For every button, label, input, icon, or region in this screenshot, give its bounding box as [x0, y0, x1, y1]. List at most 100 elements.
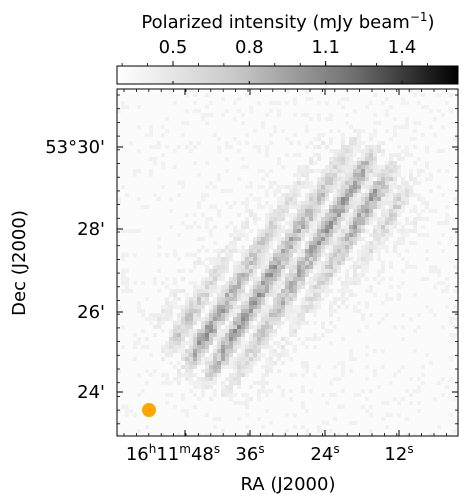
- map-pixel: [297, 245, 301, 249]
- map-pixel: [241, 301, 245, 305]
- map-pixel: [381, 209, 385, 213]
- map-pixel: [125, 405, 129, 409]
- map-pixel: [409, 401, 413, 405]
- map-pixel: [317, 281, 321, 285]
- map-pixel: [353, 277, 357, 281]
- map-pixel: [405, 121, 409, 125]
- map-pixel: [333, 201, 337, 205]
- map-pixel: [209, 333, 213, 337]
- map-pixel: [401, 201, 405, 205]
- map-pixel: [381, 205, 385, 209]
- map-pixel: [289, 389, 293, 393]
- map-pixel: [229, 345, 233, 349]
- map-pixel: [253, 381, 257, 385]
- map-pixel: [289, 257, 293, 261]
- map-pixel: [205, 161, 209, 165]
- map-pixel: [437, 241, 441, 245]
- map-pixel: [397, 125, 401, 129]
- map-pixel: [349, 421, 353, 425]
- map-pixel: [265, 217, 269, 221]
- map-pixel: [213, 377, 217, 381]
- map-pixel: [349, 153, 353, 157]
- map-pixel: [249, 277, 253, 281]
- map-pixel: [261, 305, 265, 309]
- map-pixel: [441, 125, 445, 129]
- map-pixel: [321, 189, 325, 193]
- map-pixel: [233, 269, 237, 273]
- map-pixel: [261, 329, 265, 333]
- map-pixel: [413, 349, 417, 353]
- map-pixel: [353, 261, 357, 265]
- map-pixel: [121, 269, 125, 273]
- map-pixel: [269, 133, 273, 137]
- map-pixel: [421, 225, 425, 229]
- map-pixel: [237, 213, 241, 217]
- map-pixel: [373, 349, 377, 353]
- map-pixel: [173, 293, 177, 297]
- map-pixel: [345, 145, 349, 149]
- map-pixel: [289, 249, 293, 253]
- map-pixel: [241, 317, 245, 321]
- map-pixel: [389, 153, 393, 157]
- map-pixel: [213, 417, 217, 421]
- map-pixel: [413, 161, 417, 165]
- map-pixel: [241, 373, 245, 377]
- map-pixel: [257, 185, 261, 189]
- map-pixel: [369, 189, 373, 193]
- map-pixel: [361, 221, 365, 225]
- map-pixel: [229, 309, 233, 313]
- map-pixel: [329, 289, 333, 293]
- map-pixel: [237, 401, 241, 405]
- map-pixel: [345, 277, 349, 281]
- map-pixel: [381, 197, 385, 201]
- map-pixel: [417, 233, 421, 237]
- map-pixel: [349, 369, 353, 373]
- map-pixel: [265, 325, 269, 329]
- map-pixel: [321, 277, 325, 281]
- map-pixel: [293, 233, 297, 237]
- map-pixel: [309, 221, 313, 225]
- map-pixel: [205, 113, 209, 117]
- map-pixel: [253, 341, 257, 345]
- map-pixel: [385, 401, 389, 405]
- map-pixel: [173, 329, 177, 333]
- map-pixel: [201, 337, 205, 341]
- map-pixel: [225, 329, 229, 333]
- map-pixel: [177, 321, 181, 325]
- map-pixel: [213, 325, 217, 329]
- map-pixel: [185, 293, 189, 297]
- map-pixel: [233, 393, 237, 397]
- map-pixel: [413, 225, 417, 229]
- map-pixel: [353, 221, 357, 225]
- map-pixel: [333, 173, 337, 177]
- map-pixel: [193, 405, 197, 409]
- map-pixel: [373, 185, 377, 189]
- map-pixel: [361, 181, 365, 185]
- map-pixel: [269, 305, 273, 309]
- map-pixel: [377, 217, 381, 221]
- map-pixel: [297, 173, 301, 177]
- map-pixel: [369, 217, 373, 221]
- map-pixel: [213, 353, 217, 357]
- map-pixel: [233, 401, 237, 405]
- map-pixel: [217, 173, 221, 177]
- map-pixel: [409, 137, 413, 141]
- map-pixel: [309, 261, 313, 265]
- map-pixel: [441, 149, 445, 153]
- map-pixel: [317, 169, 321, 173]
- map-pixel: [169, 305, 173, 309]
- map-pixel: [249, 385, 253, 389]
- map-pixel: [409, 193, 413, 197]
- map-pixel: [281, 269, 285, 273]
- map-pixel: [289, 241, 293, 245]
- map-pixel: [193, 213, 197, 217]
- map-pixel: [349, 189, 353, 193]
- map-pixel: [261, 205, 265, 209]
- map-pixel: [305, 281, 309, 285]
- map-pixel: [317, 365, 321, 369]
- map-pixel: [277, 313, 281, 317]
- map-pixel: [261, 309, 265, 313]
- map-pixel: [237, 329, 241, 333]
- map-pixel: [209, 217, 213, 221]
- map-pixel: [177, 145, 181, 149]
